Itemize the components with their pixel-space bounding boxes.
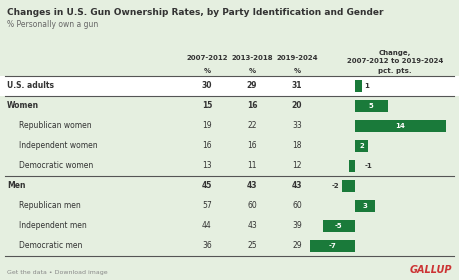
Text: 36: 36	[202, 241, 212, 251]
Bar	[355, 120, 446, 132]
Bar	[348, 160, 355, 172]
Text: 20: 20	[292, 102, 302, 111]
Text: %: %	[248, 68, 256, 74]
Bar	[355, 100, 387, 112]
Bar	[342, 180, 355, 192]
Text: Independent women: Independent women	[19, 141, 98, 151]
Text: Get the data • Download image: Get the data • Download image	[7, 270, 107, 275]
Text: Republican women: Republican women	[19, 122, 92, 130]
Text: 60: 60	[247, 202, 257, 211]
Bar	[355, 80, 362, 92]
Bar	[355, 140, 368, 152]
Text: 19: 19	[202, 122, 212, 130]
Text: 22: 22	[247, 122, 257, 130]
Bar	[323, 220, 355, 232]
Text: Changes in U.S. Gun Ownership Rates, by Party Identification and Gender: Changes in U.S. Gun Ownership Rates, by …	[7, 8, 384, 17]
Text: 31: 31	[292, 81, 302, 90]
Text: 2013-2018: 2013-2018	[231, 55, 273, 61]
Bar	[355, 200, 375, 212]
Text: 30: 30	[202, 81, 212, 90]
Text: -5: -5	[335, 223, 342, 229]
Text: 3: 3	[362, 203, 367, 209]
Text: 44: 44	[202, 221, 212, 230]
Text: 60: 60	[292, 202, 302, 211]
Text: %: %	[293, 68, 301, 74]
Text: % Personally own a gun: % Personally own a gun	[7, 20, 98, 29]
Text: 15: 15	[202, 102, 212, 111]
Text: Independent men: Independent men	[19, 221, 87, 230]
Text: -1: -1	[364, 163, 372, 169]
Text: 5: 5	[369, 103, 374, 109]
Text: 18: 18	[292, 141, 302, 151]
Text: Women: Women	[7, 102, 39, 111]
Bar	[0, 76, 459, 96]
Bar	[309, 240, 355, 252]
Text: %: %	[203, 68, 211, 74]
Text: Change,: Change,	[379, 50, 411, 56]
Text: 2007-2012: 2007-2012	[186, 55, 228, 61]
Text: 2019-2024: 2019-2024	[276, 55, 318, 61]
Text: Democratic men: Democratic men	[19, 241, 82, 251]
Text: 16: 16	[202, 141, 212, 151]
Text: 13: 13	[202, 162, 212, 171]
Text: 14: 14	[396, 123, 405, 129]
Text: Men: Men	[7, 181, 26, 190]
Text: Democratic women: Democratic women	[19, 162, 93, 171]
Text: 39: 39	[292, 221, 302, 230]
Text: 43: 43	[247, 221, 257, 230]
Text: 2007-2012 to 2019-2024: 2007-2012 to 2019-2024	[347, 58, 443, 64]
Text: 1: 1	[364, 83, 369, 89]
Text: pct. pts.: pct. pts.	[378, 68, 412, 74]
Text: 33: 33	[292, 122, 302, 130]
Text: 25: 25	[247, 241, 257, 251]
Text: 11: 11	[247, 162, 257, 171]
Text: 43: 43	[247, 181, 257, 190]
Text: 43: 43	[292, 181, 302, 190]
Text: -7: -7	[328, 243, 336, 249]
Text: 2: 2	[359, 143, 364, 149]
Text: 16: 16	[247, 141, 257, 151]
Text: 57: 57	[202, 202, 212, 211]
Text: 29: 29	[247, 81, 257, 90]
Text: 16: 16	[247, 102, 257, 111]
Text: 12: 12	[292, 162, 302, 171]
Text: 45: 45	[202, 181, 212, 190]
Text: U.S. adults: U.S. adults	[7, 81, 54, 90]
Text: GALLUP: GALLUP	[409, 265, 452, 275]
Text: -2: -2	[331, 183, 339, 189]
Text: Republican men: Republican men	[19, 202, 81, 211]
Text: 29: 29	[292, 241, 302, 251]
